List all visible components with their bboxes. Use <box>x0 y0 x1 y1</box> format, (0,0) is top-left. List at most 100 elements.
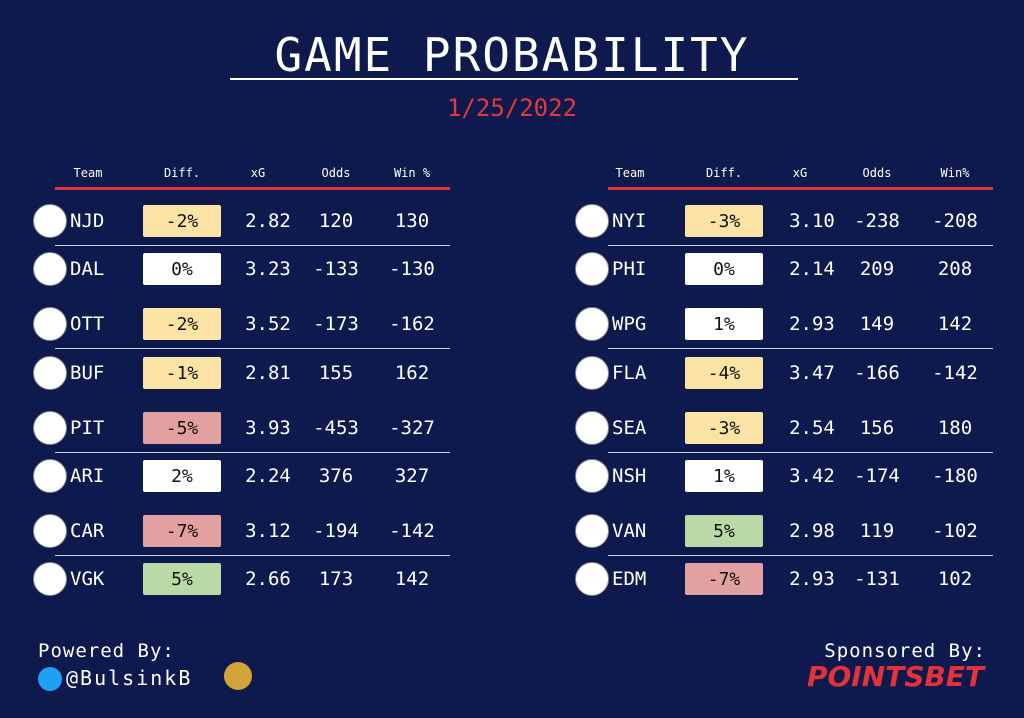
team: OTT <box>70 313 105 335</box>
xg: 2.93 <box>789 568 835 590</box>
diff: 1% <box>685 460 763 492</box>
diff: 0% <box>143 253 221 285</box>
diff: -3% <box>685 205 763 237</box>
xg: 2.54 <box>789 417 835 439</box>
header-rule <box>608 187 993 190</box>
team-logo <box>575 459 609 493</box>
odds: 173 <box>318 568 354 590</box>
odds: 209 <box>859 258 895 280</box>
xg: 2.14 <box>789 258 835 280</box>
sponsored-label: Sponsored By: <box>824 640 986 662</box>
team-logo <box>33 459 67 493</box>
sponsor: POINTSBET <box>806 660 984 693</box>
team: NYI <box>612 210 647 232</box>
title: GAME PROBABILITY <box>274 28 750 82</box>
column-header: Odds <box>321 166 351 180</box>
odds: 156 <box>859 417 895 439</box>
column-header: Odds <box>862 166 892 180</box>
team-logo <box>575 514 609 548</box>
team: WPG <box>612 313 647 335</box>
odds: -194 <box>313 520 359 542</box>
team: EDM <box>612 568 647 590</box>
odds: -166 <box>854 362 900 384</box>
win-pct: -130 <box>389 258 435 280</box>
win-pct: -208 <box>932 210 978 232</box>
powered-label: Powered By: <box>38 640 175 662</box>
team: CAR <box>70 520 105 542</box>
win-pct: 142 <box>394 568 430 590</box>
win-pct: -162 <box>389 313 435 335</box>
row-separator <box>55 555 450 556</box>
diff: -7% <box>685 563 763 595</box>
team-logo <box>575 562 609 596</box>
xg: 2.24 <box>245 465 291 487</box>
column-header: Team <box>615 166 645 180</box>
diff: 0% <box>685 253 763 285</box>
odds: 376 <box>318 465 354 487</box>
odds: 120 <box>318 210 354 232</box>
win-pct: -142 <box>932 362 978 384</box>
team: PIT <box>70 417 105 439</box>
odds: 149 <box>859 313 895 335</box>
xg: 3.52 <box>245 313 291 335</box>
row-separator <box>55 452 450 453</box>
diff: -3% <box>685 412 763 444</box>
team-logo <box>575 307 609 341</box>
column-header: xG <box>792 166 808 180</box>
odds: -174 <box>854 465 900 487</box>
diff: -2% <box>143 205 221 237</box>
xg: 2.98 <box>789 520 835 542</box>
row-separator <box>55 348 450 349</box>
xg: 2.66 <box>245 568 291 590</box>
xg: 3.47 <box>789 362 835 384</box>
win-pct: 208 <box>937 258 973 280</box>
row-separator <box>608 452 993 453</box>
team: PHI <box>612 258 647 280</box>
odds: -173 <box>313 313 359 335</box>
team: BUF <box>70 362 105 384</box>
diff: -5% <box>143 412 221 444</box>
team: SEA <box>612 417 647 439</box>
title-underline <box>230 78 798 80</box>
column-header: Team <box>73 166 103 180</box>
team: FLA <box>612 362 647 384</box>
diff: 2% <box>143 460 221 492</box>
diff: 1% <box>685 308 763 340</box>
row-separator <box>55 245 450 246</box>
team: DAL <box>70 258 105 280</box>
team-logo <box>575 252 609 286</box>
date: 1/25/2022 <box>446 94 578 122</box>
column-header: xG <box>250 166 266 180</box>
odds: -133 <box>313 258 359 280</box>
badge-icon <box>224 662 252 690</box>
handle: @BulsinkB <box>66 666 193 690</box>
row-separator <box>608 245 993 246</box>
team-logo <box>33 204 67 238</box>
diff: -7% <box>143 515 221 547</box>
row-separator <box>608 555 993 556</box>
odds: -453 <box>313 417 359 439</box>
win-pct: -180 <box>932 465 978 487</box>
diff: -1% <box>143 357 221 389</box>
team-logo <box>33 356 67 390</box>
win-pct: 102 <box>937 568 973 590</box>
xg: 2.81 <box>245 362 291 384</box>
diff: -4% <box>685 357 763 389</box>
row-separator <box>608 348 993 349</box>
win-pct: -102 <box>932 520 978 542</box>
team-logo <box>33 562 67 596</box>
win-pct: -142 <box>389 520 435 542</box>
team: ARI <box>70 465 105 487</box>
column-header: Win% <box>940 166 970 180</box>
column-header: Diff. <box>163 166 201 180</box>
odds: 155 <box>318 362 354 384</box>
team: VGK <box>70 568 105 590</box>
team: VAN <box>612 520 647 542</box>
win-pct: 327 <box>394 465 430 487</box>
win-pct: 180 <box>937 417 973 439</box>
xg: 3.93 <box>245 417 291 439</box>
header-rule <box>55 187 450 190</box>
twitter-icon <box>38 667 62 691</box>
win-pct: 162 <box>394 362 430 384</box>
team-logo <box>33 307 67 341</box>
